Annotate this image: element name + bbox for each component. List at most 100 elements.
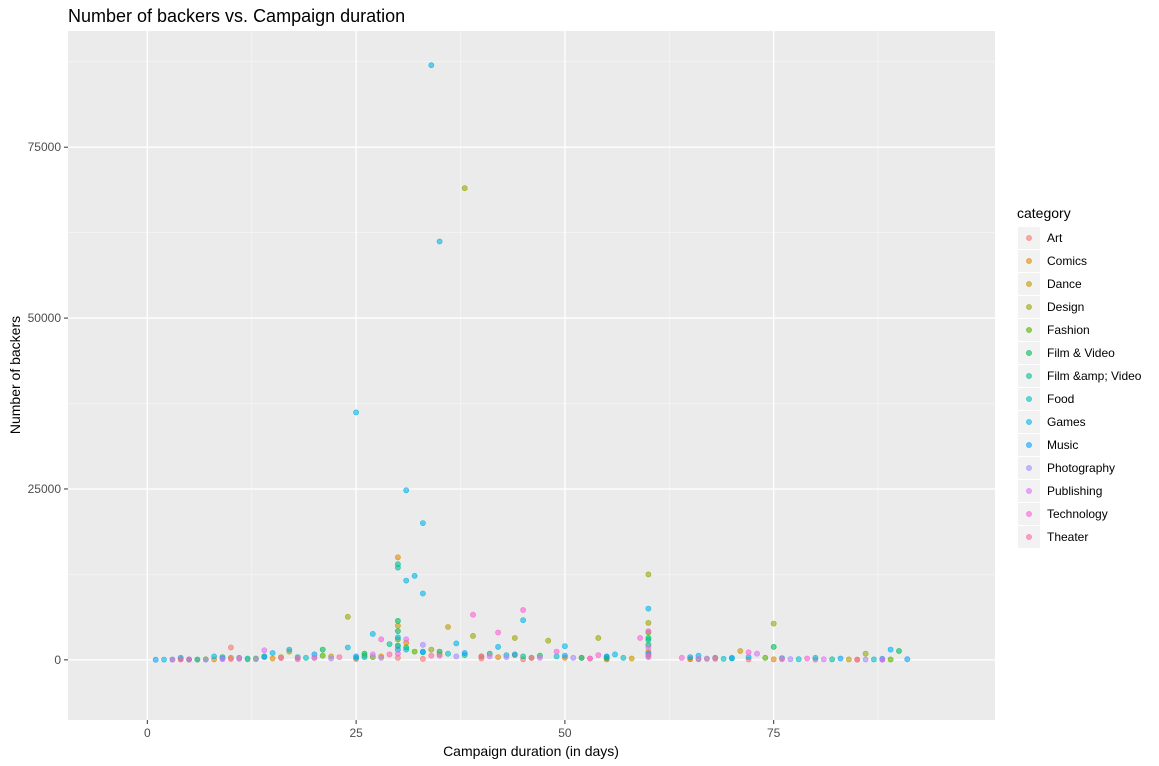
data-point [645, 652, 652, 658]
data-point [353, 409, 359, 416]
data-point [520, 617, 526, 624]
data-point [428, 646, 435, 653]
data-point [511, 635, 518, 641]
data-point [871, 656, 877, 663]
y-tick-label: 75000 [28, 140, 62, 154]
data-point [770, 644, 777, 650]
data-point [745, 654, 752, 660]
chart-title: Number of backers vs. Campaign duration [68, 6, 405, 26]
data-point [344, 644, 351, 651]
data-point [461, 185, 468, 192]
data-point [177, 656, 184, 663]
data-point [411, 648, 418, 655]
data-point [770, 656, 777, 663]
legend-label: Art [1047, 231, 1063, 245]
data-point [553, 648, 560, 655]
data-point [411, 572, 418, 579]
data-point [219, 656, 226, 663]
x-tick-label: 0 [144, 726, 151, 740]
data-point [394, 634, 401, 641]
data-point [161, 656, 167, 663]
data-point [595, 635, 602, 641]
legend-label: Publishing [1047, 484, 1102, 498]
data-point [244, 655, 251, 662]
data-point [862, 650, 869, 657]
data-point [745, 649, 752, 656]
data-point [553, 653, 560, 660]
legend-label: Design [1047, 300, 1084, 314]
data-point [687, 654, 694, 660]
data-point [436, 652, 443, 659]
data-point [846, 656, 852, 663]
legend-swatch [1026, 373, 1032, 379]
data-point [695, 655, 702, 662]
legend-label: Fashion [1047, 323, 1090, 337]
data-points [152, 62, 911, 663]
data-point [578, 654, 585, 661]
data-point [269, 650, 276, 656]
x-tick-label: 25 [349, 726, 363, 740]
data-point [645, 605, 652, 612]
data-point [612, 651, 618, 658]
data-point [369, 651, 376, 658]
data-point [453, 653, 460, 660]
data-point [386, 651, 393, 658]
data-point [562, 652, 568, 659]
data-point [445, 650, 451, 657]
data-point [645, 571, 652, 578]
data-point [854, 656, 861, 663]
data-point [770, 620, 777, 627]
data-point [319, 652, 326, 659]
data-point [804, 655, 810, 662]
legend: category Art Comics Dance Design Fashion Film… [1017, 205, 1142, 548]
data-point [328, 655, 334, 662]
data-point [394, 650, 401, 657]
legend-swatch [1026, 327, 1032, 333]
data-point [227, 656, 234, 662]
data-point [336, 654, 343, 660]
data-point [762, 654, 769, 661]
data-point [202, 656, 209, 663]
data-point [495, 654, 501, 660]
data-point [419, 648, 426, 655]
data-point [904, 656, 911, 663]
data-point [704, 655, 710, 662]
data-point [378, 654, 385, 661]
legend-swatch [1026, 304, 1032, 310]
legend-swatch [1026, 350, 1032, 356]
data-point [394, 554, 401, 561]
data-point [394, 618, 401, 624]
data-point [261, 654, 268, 660]
legend-swatch [1026, 281, 1032, 287]
data-point [403, 646, 410, 653]
data-point [419, 655, 426, 662]
legend-label: Music [1047, 438, 1078, 452]
legend-swatch [1026, 442, 1032, 448]
data-point [595, 652, 602, 658]
data-point [495, 644, 501, 650]
data-point [436, 238, 443, 245]
data-point [587, 655, 593, 662]
data-point [403, 636, 410, 643]
data-point [419, 590, 426, 597]
legend-title: category [1017, 205, 1071, 221]
x-tick-label: 75 [767, 726, 781, 740]
legend-label: Theater [1047, 530, 1088, 544]
legend-swatch [1026, 258, 1032, 264]
data-point [712, 655, 719, 662]
data-point [637, 635, 643, 641]
legend-swatch [1026, 235, 1032, 241]
data-point [236, 655, 243, 662]
data-point [361, 654, 368, 660]
data-point [645, 637, 652, 643]
data-point [194, 656, 201, 663]
y-axis-label: Number of backers [7, 316, 23, 434]
data-point [403, 487, 410, 494]
data-point [562, 643, 568, 650]
data-point [294, 654, 301, 661]
legend-swatch [1026, 396, 1032, 402]
data-point [319, 646, 326, 653]
data-point [795, 656, 802, 663]
data-point [369, 631, 376, 637]
